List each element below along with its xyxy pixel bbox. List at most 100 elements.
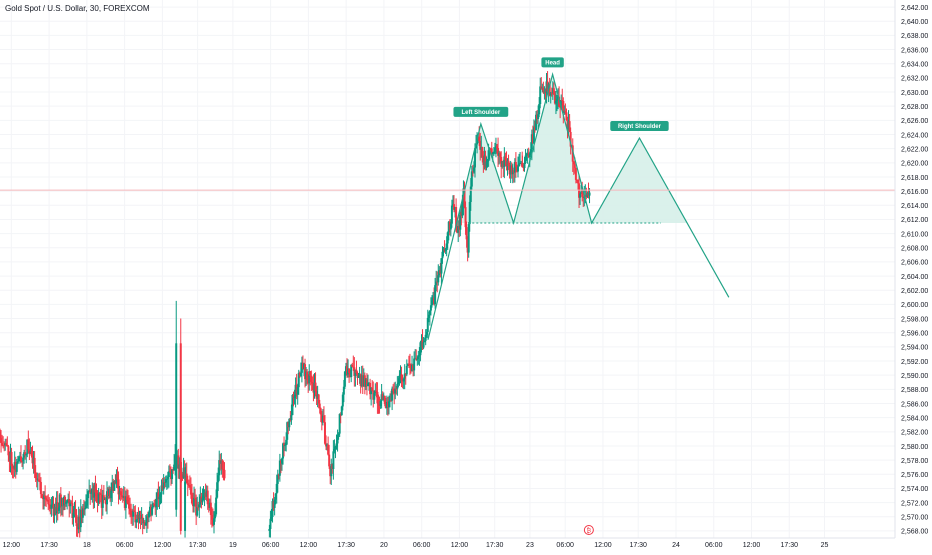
candle-body [136,514,139,520]
candle-body [523,163,526,169]
candle-body [194,497,197,499]
candle-body [279,460,282,464]
candle-body [457,226,460,233]
candle-body [130,510,133,516]
candle-body [353,367,356,376]
candle-body [33,457,36,473]
candle-body [398,378,401,383]
candle-body [54,507,57,514]
candle-body [422,342,425,348]
candle-body [70,502,73,504]
candle-body [177,455,180,469]
candle-body [292,394,295,399]
candle-body [450,205,453,224]
candle-body [566,119,569,130]
candle-body [408,364,411,366]
candle-body [185,473,188,484]
event-marker[interactable]: ₿ [583,525,594,535]
candle-body [558,96,561,107]
candle-body [458,226,461,230]
candle-body [509,165,512,175]
candle-body [391,388,394,401]
candle-body [479,141,482,150]
candle-body [357,375,360,378]
candle-body [394,388,397,394]
candle-body [565,112,568,120]
candle-body [315,390,318,399]
candle-body [346,366,349,375]
candle-body [179,343,182,531]
price-axis[interactable]: 2,568.00 2,570.00 2,572.00 2,574.00 2,576.00… [894,0,932,550]
candle-body [563,110,566,113]
candle-body [295,384,298,395]
candle-body [442,248,445,252]
candle-body [527,152,530,157]
candle-body [151,507,154,515]
candle-body [321,416,324,423]
y-tick-label: 2,632.00 [901,76,928,83]
candle-body [298,372,301,377]
y-tick-label: 2,626.00 [901,118,928,125]
candle-body [320,414,323,423]
candle-body [351,364,354,367]
time-axis[interactable]: 12:00 17:30 18 06:00 12:00 17:30 19 06:00 12:00 1… [0,537,895,549]
candle-body [113,481,116,491]
candle-body [496,146,499,148]
candle-body [0,431,1,439]
x-tick-label: 23 [526,542,534,549]
candle-body [17,457,20,462]
y-tick-label: 2,580.00 [901,444,928,451]
candle-body [435,281,438,286]
candle-body [382,395,385,400]
candle-body [110,490,113,499]
candle-body [557,96,560,100]
candle-body [485,161,488,168]
price-axis-bg [895,0,932,550]
candle-body [456,228,459,233]
candle-body [94,485,97,493]
candle-body [91,488,94,493]
x-tick-label: 17:30 [629,542,647,549]
candle-body [75,514,78,526]
candle-body [371,387,374,391]
candle-body [76,525,79,530]
candle-body [568,121,571,132]
candle-body [473,148,476,168]
y-tick-label: 2,568.00 [901,529,928,536]
candle-body [423,340,426,343]
candle-body [407,364,410,366]
candle-body [487,150,490,159]
candle-body [12,468,15,470]
candle-body [421,340,424,348]
candle-body [208,502,211,508]
candle-body [428,310,431,315]
candle-body [519,163,522,165]
candle-body [434,285,437,305]
candle-body [37,479,40,481]
candle-body [494,146,497,149]
candle-body [400,374,403,381]
candle-body [176,455,179,468]
candle-body [491,153,494,155]
pattern-lines [427,71,730,340]
candle-body [117,479,120,495]
y-tick-label: 2,634.00 [901,62,928,69]
candle-body [103,498,106,500]
candle-body [139,515,142,519]
candle-body [429,305,432,311]
candle-body [65,501,68,504]
candle-body [99,493,102,495]
candle-body [332,451,335,470]
candle-body [355,369,358,374]
candle-body [21,461,24,463]
candle-body [269,518,272,529]
candle-body [152,503,155,508]
candle-body [184,481,187,531]
candle-body [341,394,344,407]
candle-body [160,485,163,495]
candle-body [370,387,373,395]
candle-body [35,478,38,480]
y-tick-label: 2,622.00 [901,146,928,153]
candle-body [441,251,444,259]
